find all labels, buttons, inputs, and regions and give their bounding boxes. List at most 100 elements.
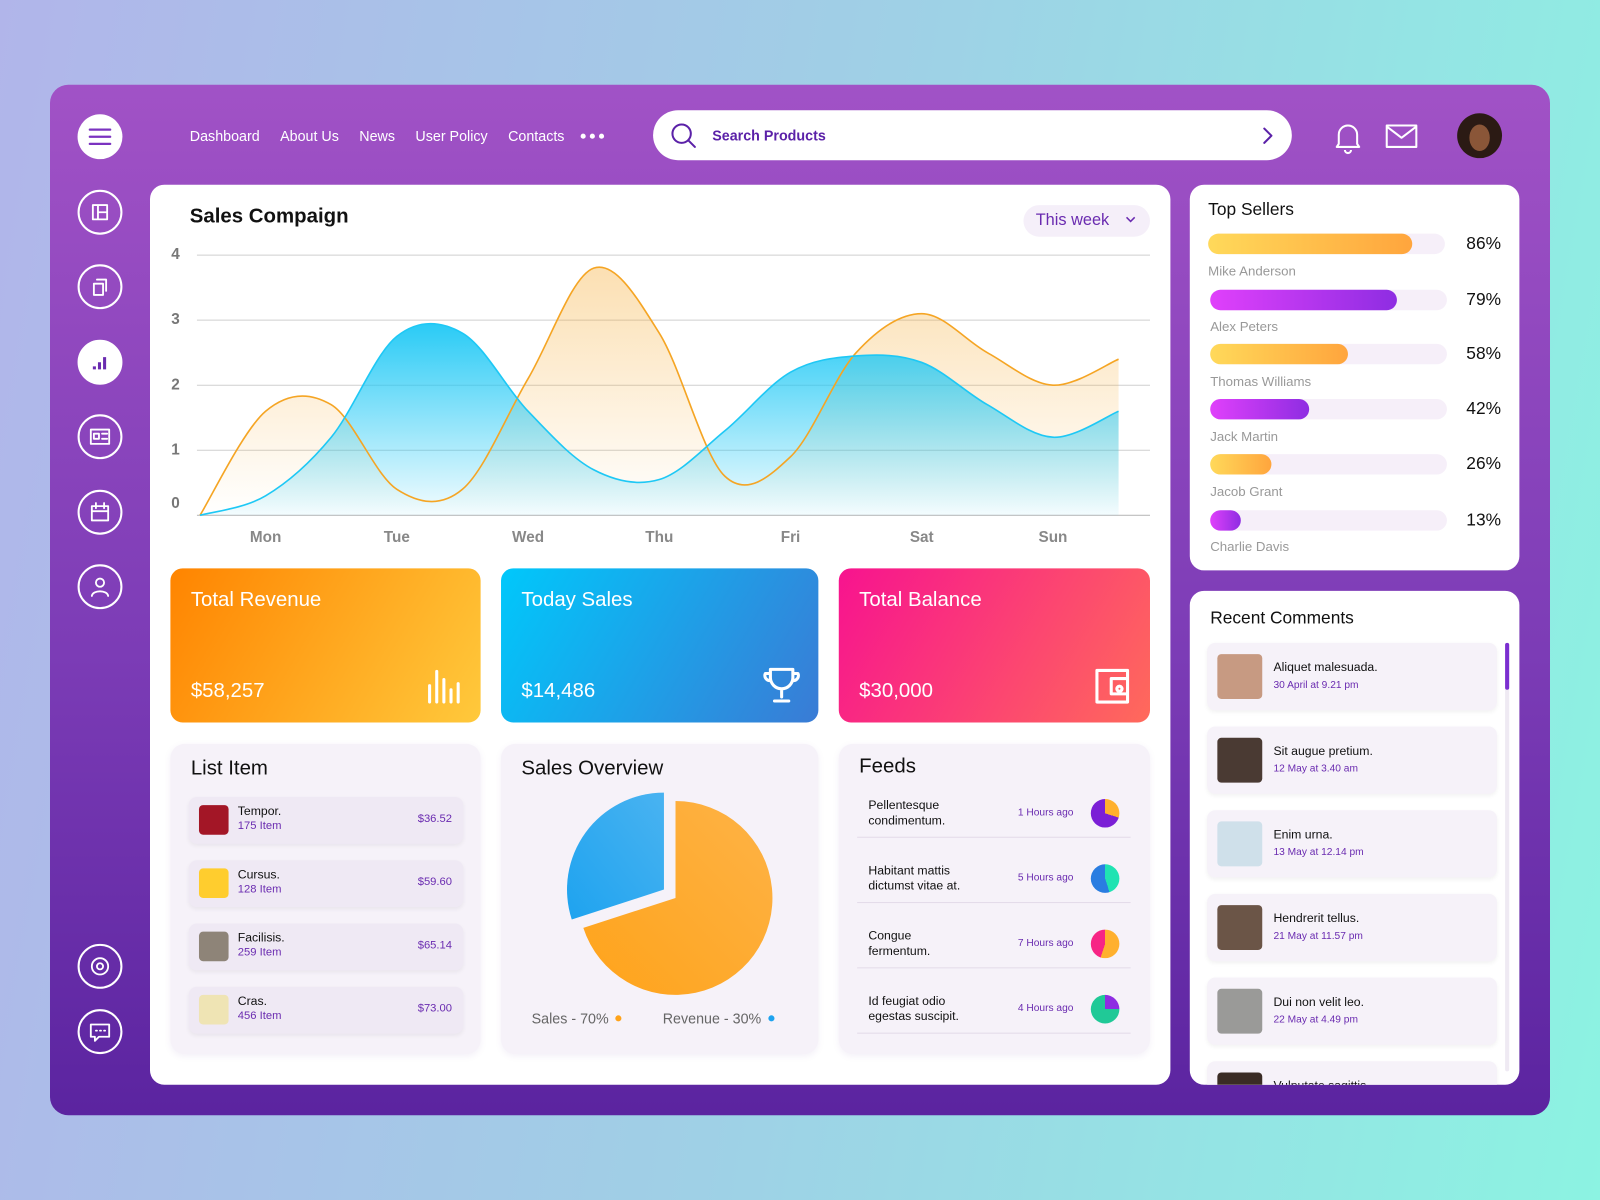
seller-name: Jack Martin: [1210, 428, 1279, 445]
list-thumb: [198, 805, 229, 835]
scroll-thumb[interactable]: [1505, 642, 1510, 690]
legend-dot: [768, 1015, 775, 1022]
stat-glyph: [763, 667, 800, 703]
sidebar-glyph: [92, 278, 108, 296]
seller-name: Thomas Williams: [1210, 373, 1312, 389]
feed-time: 4 Hours ago: [1017, 1003, 1074, 1015]
sidebar-icon[interactable]: [77, 489, 123, 535]
menu-glyph: [88, 128, 112, 145]
list-price: $36.52: [417, 812, 453, 825]
list-row[interactable]: [188, 796, 464, 844]
x-tick-label: Sat: [910, 529, 934, 546]
sidebar-icon[interactable]: [77, 264, 123, 310]
comments-panel: Recent Comments Aliquet malesuada. 30 Apri…: [1189, 590, 1520, 1085]
x-tick-label: Thu: [645, 529, 673, 546]
comment-avatar: [1217, 654, 1263, 699]
mail-icon[interactable]: [1385, 124, 1418, 148]
panel-title: Top Sellers: [1208, 199, 1294, 220]
sidebar: [77, 114, 123, 1055]
x-tick-label: Mon: [250, 529, 281, 546]
nav-item[interactable]: User Policy: [415, 127, 488, 144]
y-tick-label: 3: [171, 311, 180, 328]
list-name: Tempor.: [237, 803, 282, 819]
search-box[interactable]: [653, 110, 1292, 161]
pie-slice: [567, 792, 664, 920]
comment-text: Enim urna.: [1273, 827, 1333, 842]
list-count: 128 Item: [237, 883, 282, 896]
list-row[interactable]: [188, 986, 464, 1034]
comment-text: Sit augue pretium.: [1273, 743, 1373, 758]
seller-bar: [1210, 398, 1310, 420]
dot: [599, 133, 605, 139]
stat-value: $58,257: [190, 679, 265, 703]
comment-row[interactable]: [1207, 1061, 1497, 1085]
list-price: $59.60: [417, 875, 453, 889]
sidebar-icon[interactable]: [77, 339, 123, 385]
nav-more[interactable]: [580, 133, 605, 139]
chevron: [1125, 216, 1136, 223]
stat-value: $30,000: [859, 679, 933, 703]
feed-separator: [857, 902, 1131, 904]
nav-item[interactable]: Dashboard: [189, 127, 260, 144]
stat-icon: [1095, 668, 1130, 704]
list-name: Cras.: [237, 993, 268, 1008]
comment-date: 30 April at 9.21 pm: [1273, 679, 1359, 691]
legend-label: Revenue - 30%: [662, 1010, 762, 1027]
comment-text: Dui non velit leo.: [1273, 994, 1364, 1009]
comment-text: Vulputate sagittis.: [1273, 1078, 1369, 1084]
nav: Dashboard About Us News User Policy Contacts: [189, 127, 605, 144]
comment-avatar: [1217, 737, 1263, 783]
x-tick-label: Sun: [1039, 529, 1068, 546]
comment-avatar: [1217, 905, 1263, 950]
comment-date: 13 May at 12.14 pm: [1273, 846, 1364, 859]
sidebar-glyph: [92, 357, 107, 370]
seller-bar: [1210, 289, 1398, 311]
list-thumb: [198, 994, 229, 1025]
sidebar-icon[interactable]: [77, 943, 123, 989]
bell-icon[interactable]: [1335, 124, 1361, 155]
sidebar-icon[interactable]: [77, 189, 123, 235]
sidebar-glyph: [91, 204, 109, 221]
scroll-track: [1505, 642, 1510, 1072]
dot: [580, 133, 586, 139]
sidebar-glyph: [89, 1023, 111, 1042]
list-row[interactable]: [188, 860, 464, 908]
stat-title: Today Sales: [521, 588, 633, 612]
list-count: 456 Item: [237, 1009, 282, 1022]
x-tick-label: Fri: [781, 529, 801, 546]
stat-icon: [428, 669, 460, 704]
feed-text: Congue: [868, 928, 912, 943]
list-thumb: [198, 931, 229, 962]
sidebar-icon[interactable]: [77, 414, 123, 460]
y-tick-label: 0: [171, 495, 180, 512]
stat-value: $14,486: [521, 679, 596, 703]
feed-time: 7 Hours ago: [1017, 937, 1074, 949]
legend-dot: [615, 1015, 622, 1022]
legend-label: Sales - 70%: [531, 1010, 609, 1027]
period-select[interactable]: [1023, 205, 1150, 237]
feed-time: 5 Hours ago: [1017, 872, 1074, 884]
sidebar-icon[interactable]: [77, 1009, 123, 1055]
list-row[interactable]: [188, 923, 464, 971]
seller-value: 42%: [1466, 398, 1502, 419]
feed-text: dictumst vitae at.: [868, 878, 961, 893]
chart-title: Sales Compaign: [189, 205, 349, 228]
seller-bar: [1210, 343, 1348, 365]
feed-chart-icon: [1090, 864, 1120, 893]
nav-item[interactable]: About Us: [280, 127, 339, 144]
period-chevron: [1125, 216, 1136, 223]
comment-date: 22 May at 4.49 pm: [1273, 1014, 1358, 1026]
stat-card: [501, 568, 819, 723]
comment-date: 21 May at 11.57 pm: [1273, 930, 1363, 942]
sidebar-icon[interactable]: [77, 564, 123, 610]
panel-title: List Item: [190, 757, 268, 780]
sidebar-glyph: [90, 577, 110, 597]
seller-value: 26%: [1466, 453, 1502, 474]
feed-text: Habitant mattis: [868, 863, 951, 878]
search-go[interactable]: [1263, 127, 1273, 144]
nav-item[interactable]: News: [359, 127, 396, 144]
seller-value: 86%: [1466, 233, 1502, 253]
nav-item[interactable]: Contacts: [508, 127, 565, 144]
